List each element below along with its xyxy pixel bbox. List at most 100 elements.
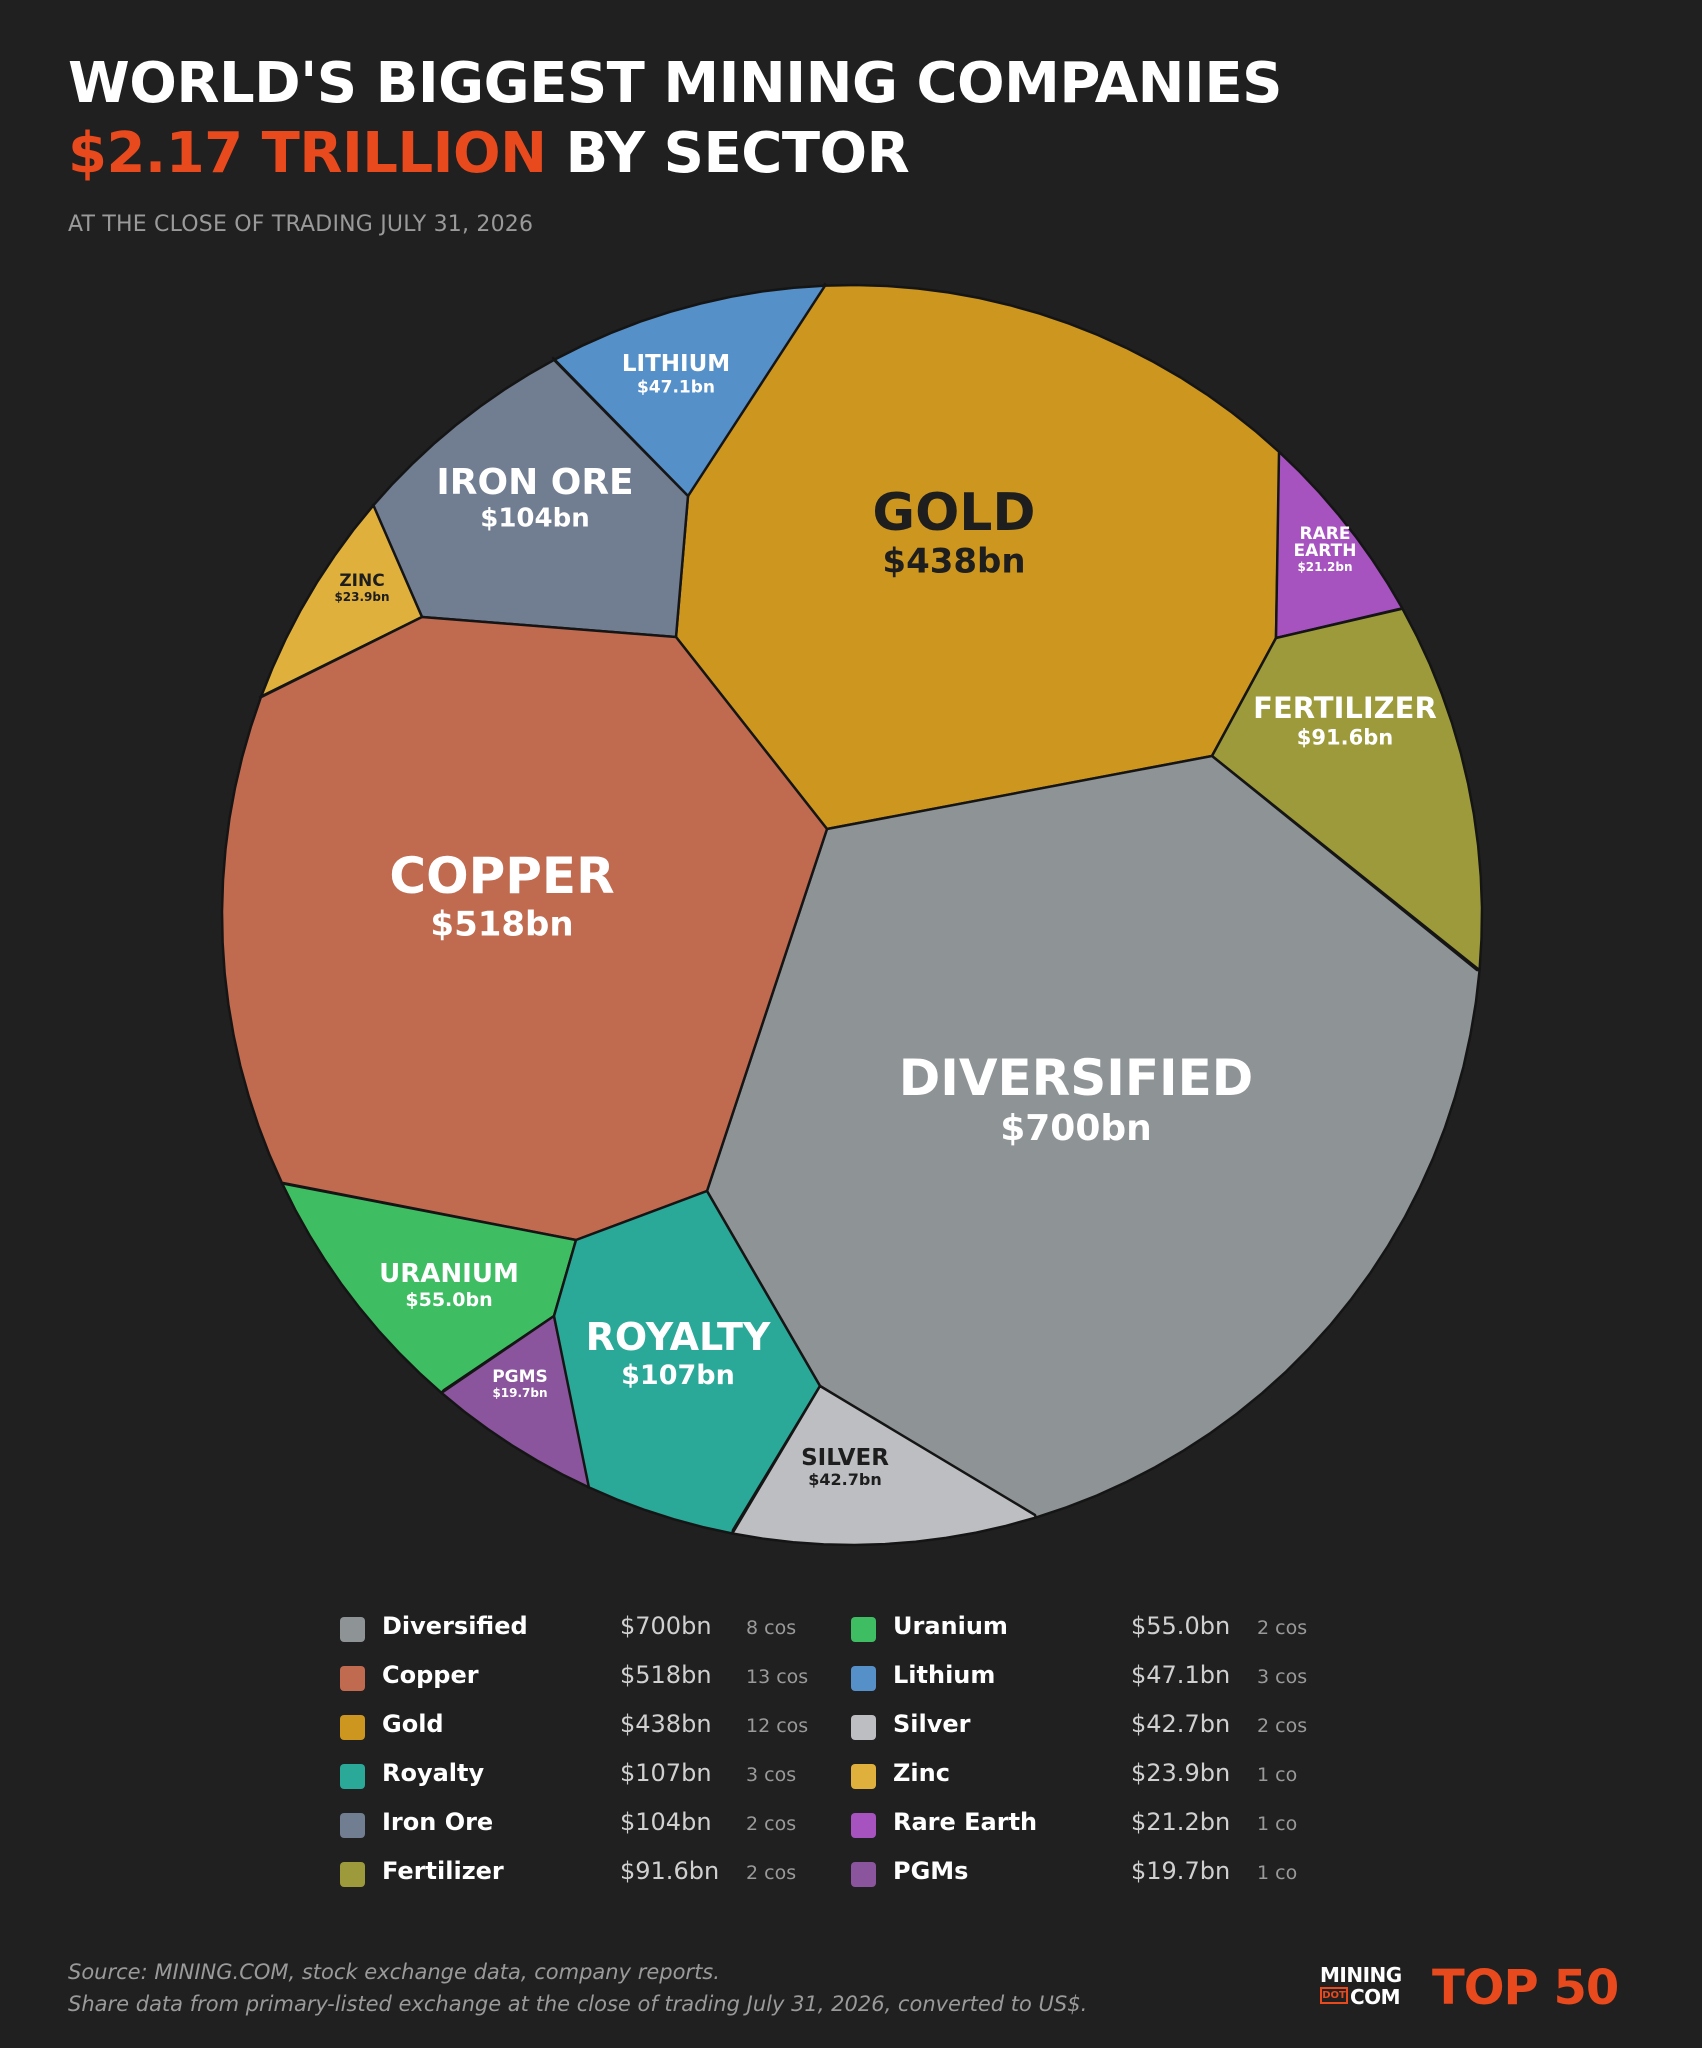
legend-item-fertilizer: Fertilizer $91.6bn 2 cos [340,1851,840,1900]
legend-value: $518bn [620,1661,712,1689]
legend-name: Silver [893,1710,971,1738]
as-of-date: AT THE CLOSE OF TRADING JULY 31, 2026 [68,212,534,237]
legend-company-count: 2 cos [746,1862,797,1884]
headline-rest: BY SECTOR [546,121,910,186]
legend-name: Rare Earth [893,1808,1038,1836]
cell-shape-royalty [552,1189,822,1535]
legend-swatch [340,1764,365,1789]
legend-name: Iron Ore [382,1808,494,1836]
legend-swatch [340,1666,365,1691]
cell-label-rare-earth: EARTH [1294,541,1357,561]
cell-value-copper: $518bn [430,905,573,945]
legend-value: $107bn [620,1759,712,1787]
cell-iron-ore: IRON ORE$104bn [371,358,690,639]
title-block: WORLD'S BIGGEST MINING COMPANIES $2.17 T… [68,51,1468,238]
cell-label-rare-earth: RARE [1300,524,1351,544]
legend-value: $91.6bn [620,1857,720,1885]
legend-company-count: 1 co [1257,1862,1298,1884]
cell-label-fertilizer: FERTILIZER [1253,691,1437,725]
cell-uranium: URANIUM$55.0bn [280,1182,578,1395]
legend-company-count: 2 cos [1257,1617,1308,1639]
legend-name: PGMs [893,1857,969,1885]
cell-value-uranium: $55.0bn [405,1289,492,1311]
legend-swatch [851,1715,876,1740]
page-title: WORLD'S BIGGEST MINING COMPANIES [68,51,1282,116]
legend-item-copper: Copper $518bn 13 cos [340,1655,840,1704]
cell-shape-iron-ore [371,358,690,639]
legend-column-left: Diversified $700bn 8 cos Copper $518bn 13 cos… [340,1606,840,1900]
legend-company-count: 3 cos [746,1764,797,1786]
cell-label-gold: GOLD [872,483,1035,543]
legend-value: $19.7bn [1131,1857,1231,1885]
cell-label-copper: COPPER [389,847,614,905]
legend-value: $42.7bn [1131,1710,1231,1738]
cell-pgms: PGMS$19.7bn [440,1314,592,1489]
cell-value-rare-earth: $21.2bn [1297,560,1352,574]
legend-item-silver: Silver $42.7bn 2 cos [851,1704,1351,1753]
total-value-highlight: $2.17 TRILLION [68,121,547,186]
legend-swatch [851,1813,876,1838]
cell-label-lithium: LITHIUM [622,351,730,377]
legend-company-count: 3 cos [1257,1666,1308,1688]
legend-swatch [851,1862,876,1887]
source-line: Source: MINING.COM, stock exchange data,… [68,1960,720,1984]
legend-company-count: 2 cos [1257,1715,1308,1737]
legend-name: Fertilizer [382,1857,504,1885]
legend-company-count: 12 cos [746,1715,809,1737]
cell-label-silver: SILVER [801,1445,889,1471]
legend-name: Royalty [382,1759,485,1787]
cell-gold: GOLD$438bn [674,282,1281,831]
brand-logo: MINING DOT COM TOP 50 [1320,1960,1660,2020]
cell-value-lithium: $47.1bn [637,377,715,397]
cell-value-fertilizer: $91.6bn [1297,725,1393,749]
cell-value-royalty: $107bn [621,1360,735,1391]
brand-top50-text: TOP 50 [1432,1960,1619,2016]
brand-com-text: COM [1350,1985,1401,2009]
legend-swatch [340,1862,365,1887]
cell-label-royalty: ROYALTY [586,1315,771,1359]
cell-label-uranium: URANIUM [379,1259,519,1289]
legend-value: $55.0bn [1131,1612,1231,1640]
legend-swatch [851,1666,876,1691]
cell-shape-zinc [258,504,424,699]
legend-swatch [851,1617,876,1642]
cell-copper: COPPER$518bn [220,615,829,1242]
legend-swatch [851,1764,876,1789]
legend-item-zinc: Zinc $23.9bn 1 co [851,1753,1351,1802]
legend-column-right: Uranium $55.0bn 2 cos Lithium $47.1bn 3 cos Si… [851,1606,1351,1900]
brand-dot-box: DOT [1320,1987,1348,2004]
cell-label-diversified: DIVERSIFIED [899,1049,1254,1107]
legend-swatch [340,1617,365,1642]
footer-source: Source: MINING.COM, stock exchange data,… [68,1956,1087,2020]
cell-value-iron-ore: $104bn [480,504,589,534]
cell-label-zinc: ZINC [339,571,384,591]
legend-swatch [340,1715,365,1740]
page-subtitle-headline: $2.17 TRILLION BY SECTOR [68,122,1468,186]
legend-company-count: 2 cos [746,1813,797,1835]
legend: Diversified $700bn 8 cos Copper $518bn 13 cos… [340,1606,1440,1906]
legend-name: Zinc [893,1759,950,1787]
cell-value-diversified: $700bn [1000,1108,1152,1149]
legend-value: $700bn [620,1612,712,1640]
legend-company-count: 1 co [1257,1764,1298,1786]
cell-value-gold: $438bn [882,542,1025,582]
legend-item-lithium: Lithium $47.1bn 3 cos [851,1655,1351,1704]
exchange-note-line: Share data from primary-listed exchange … [68,1992,1088,2016]
legend-value: $21.2bn [1131,1808,1231,1836]
legend-value: $104bn [620,1808,712,1836]
cell-silver: SILVER$42.7bn [731,1384,1038,1547]
cell-shape-lithium [551,284,827,498]
legend-name: Diversified [382,1612,528,1640]
legend-name: Lithium [893,1661,996,1689]
legend-company-count: 8 cos [746,1617,797,1639]
legend-name: Uranium [893,1612,1008,1640]
legend-item-iron-ore: Iron Ore $104bn 2 cos [340,1802,840,1851]
legend-item-uranium: Uranium $55.0bn 2 cos [851,1606,1351,1655]
legend-company-count: 1 co [1257,1813,1298,1835]
legend-value: $23.9bn [1131,1759,1231,1787]
cell-shape-uranium [280,1182,578,1395]
legend-name: Copper [382,1661,479,1689]
legend-name: Gold [382,1710,444,1738]
cell-zinc: ZINC$23.9bn [258,504,424,699]
